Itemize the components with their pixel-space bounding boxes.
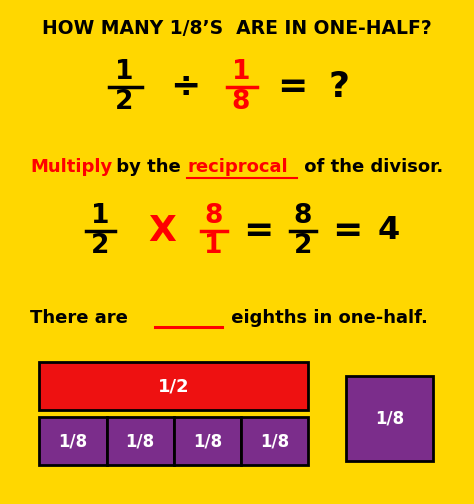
Bar (39, 417, 107, 465)
Bar (174, 417, 241, 465)
Text: 1/2: 1/2 (158, 377, 190, 395)
Text: 1/8: 1/8 (375, 409, 404, 427)
Bar (241, 417, 308, 465)
Text: ?: ? (329, 70, 350, 104)
Text: 1: 1 (91, 203, 109, 229)
Text: X: X (149, 214, 176, 248)
Text: 1: 1 (204, 233, 222, 259)
Text: 2: 2 (91, 233, 109, 259)
Text: 1/8: 1/8 (126, 432, 155, 451)
Text: ÷: ÷ (170, 70, 200, 104)
Text: 1/8: 1/8 (260, 432, 289, 451)
Text: HOW MANY 1/8’S  ARE IN ONE-HALF?: HOW MANY 1/8’S ARE IN ONE-HALF? (42, 20, 431, 38)
Text: 1: 1 (232, 58, 250, 85)
Text: There are: There are (30, 309, 128, 327)
Bar (346, 376, 434, 461)
Text: 2: 2 (115, 89, 134, 114)
Text: 8: 8 (232, 89, 250, 114)
Text: reciprocal: reciprocal (187, 158, 288, 176)
Text: 1: 1 (115, 58, 134, 85)
Text: 8: 8 (293, 203, 312, 229)
Text: by the: by the (110, 158, 187, 176)
Text: of the divisor.: of the divisor. (298, 158, 444, 176)
Text: 8: 8 (204, 203, 222, 229)
Text: 4: 4 (378, 215, 400, 246)
Text: 1/8: 1/8 (58, 432, 88, 451)
Text: 2: 2 (293, 233, 312, 259)
Text: Multiply: Multiply (30, 158, 113, 176)
Text: eighths in one-half.: eighths in one-half. (225, 309, 428, 327)
Bar (39, 362, 308, 410)
Text: =: = (277, 70, 308, 104)
Text: =: = (243, 214, 273, 248)
Text: =: = (332, 214, 363, 248)
Bar (107, 417, 174, 465)
Text: 1/8: 1/8 (193, 432, 222, 451)
